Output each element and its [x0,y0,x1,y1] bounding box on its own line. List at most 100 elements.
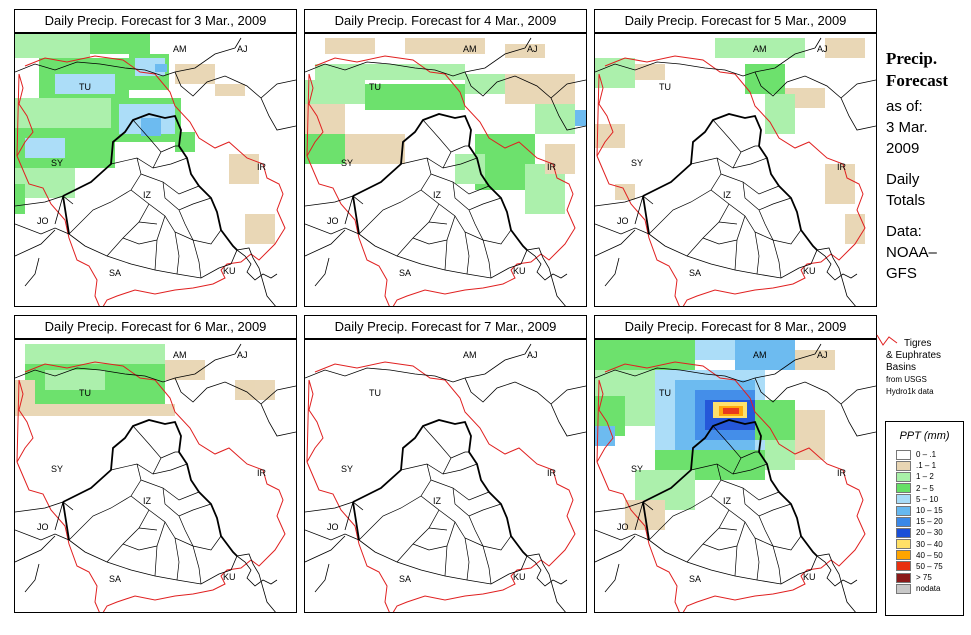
legend-swatch [896,471,911,482]
basin-note: Tigres & Euphrates Basins from USGS Hydr… [886,338,970,398]
legend-row: 1 – 2 [896,471,943,482]
precip-map-svg [595,37,876,306]
label-sa: SA [689,268,702,278]
label-sy: SY [51,464,64,474]
precip-map-svg [305,37,586,306]
label-am: AM [463,44,477,54]
legend-label: 5 – 10 [916,494,939,504]
label-aj: AJ [817,350,828,360]
label-aj: AJ [527,350,538,360]
label-jo: JO [327,522,339,532]
legend-swatch [896,539,911,550]
legend-row: 5 – 10 [896,494,943,505]
label-iz: IZ [723,190,731,200]
panel-title: Daily Precip. Forecast for 5 Mar., 2009 [594,9,877,33]
precip-map-svg [305,343,586,612]
label-am: AM [173,44,187,54]
label-ku: KU [223,572,236,582]
forecast-panel-mar3: Daily Precip. Forecast for 3 Mar., 2009 [14,9,297,307]
legend-row: 15 – 20 [896,516,943,527]
label-sa: SA [109,574,122,584]
label-sy: SY [341,158,354,168]
label-aj: AJ [817,44,828,54]
legend-label: 10 – 15 [916,506,943,516]
label-sa: SA [109,268,122,278]
label-ir: IR [837,162,846,172]
precip-map-svg [15,343,296,612]
legend-label: 1 – 2 [916,472,934,482]
legend-swatch [896,516,911,527]
sidebar-daily-line2: Totals [886,192,926,209]
label-tu: TU [369,388,381,398]
sidebar-title-line2: Forecast [886,71,948,90]
label-sa: SA [399,268,412,278]
legend-swatch [896,550,911,561]
label-ku: KU [803,572,816,582]
legend-label: 15 – 20 [916,517,943,527]
label-sa: SA [399,574,412,584]
panel-title: Daily Precip. Forecast for 7 Mar., 2009 [304,315,587,339]
label-ir: IR [547,468,556,478]
precip-map: AM AJ TU SY IR IZ JO SA KU [594,33,877,307]
legend-label: 20 – 30 [916,528,943,538]
precip-map: AM AJ TU SY IR IZ JO SA KU [594,339,877,613]
sidebar-asof: as of: [886,98,923,115]
label-ir: IR [257,162,266,172]
forecast-panel-mar7: Daily Precip. Forecast for 7 Mar., 2009 … [304,315,587,613]
label-sy: SY [51,158,64,168]
forecast-panel-mar8: Daily Precip. Forecast for 8 Mar., 2009 [594,315,877,613]
label-iz: IZ [143,496,151,506]
label-tu: TU [659,82,671,92]
legend-swatch [896,583,911,594]
label-am: AM [753,44,767,54]
precip-map: AM AJ TU SY IR IZ JO SA KU [304,33,587,307]
basin-note-line4: from USGS [886,375,927,384]
label-sy: SY [631,464,644,474]
forecast-panel-mar4: Daily Precip. Forecast for 4 Mar., 2009 [304,9,587,307]
label-iz: IZ [143,190,151,200]
legend-row: 0 – .1 [896,449,943,460]
legend-label: 50 – 75 [916,561,943,571]
label-ir: IR [837,468,846,478]
forecast-panel-mar5: Daily Precip. Forecast for 5 Mar., 2009 … [594,9,877,307]
label-jo: JO [617,216,629,226]
legend-title: PPT (mm) [899,430,950,442]
label-tu: TU [79,82,91,92]
legend-label: 30 – 40 [916,539,943,549]
label-jo: JO [37,522,49,532]
label-sy: SY [341,464,354,474]
label-am: AM [753,350,767,360]
precip-map: AM AJ TU SY IR IZ JO SA KU [304,339,587,613]
legend-swatch [896,449,911,460]
legend-row: nodata [896,583,943,594]
sidebar-date-line2: 2009 [886,140,920,157]
legend-row: 10 – 15 [896,505,943,516]
precip-map: AM AJ TU SY IR IZ JO SA KU [14,339,297,613]
basin-note-line1: Tigres [904,338,932,349]
label-iz: IZ [433,496,441,506]
sidebar-date-line1: 3 Mar. [886,119,928,136]
legend-label: 0 – .1 [916,450,937,460]
label-tu: TU [659,388,671,398]
label-ku: KU [513,266,526,276]
label-ir: IR [547,162,556,172]
sidebar-data-line3: GFS [886,265,917,282]
label-ku: KU [513,572,526,582]
label-am: AM [463,350,477,360]
basin-line-icon [876,334,898,346]
precip-map: AM AJ TU SY IR IZ JO SA KU [14,33,297,307]
sidebar-daily-line1: Daily [886,171,920,188]
legend-label: > 75 [916,573,932,583]
legend-swatch [896,505,911,516]
precip-map-svg [595,340,876,612]
legend-row: 20 – 30 [896,527,943,538]
label-ku: KU [223,266,236,276]
label-am: AM [173,350,187,360]
forecast-panel-mar6: Daily Precip. Forecast for 6 Mar., 2009 … [14,315,297,613]
legend-label: nodata [916,584,941,594]
legend-row: 30 – 40 [896,539,943,550]
legend-label: 2 – 5 [916,483,934,493]
legend-row: > 75 [896,572,943,583]
